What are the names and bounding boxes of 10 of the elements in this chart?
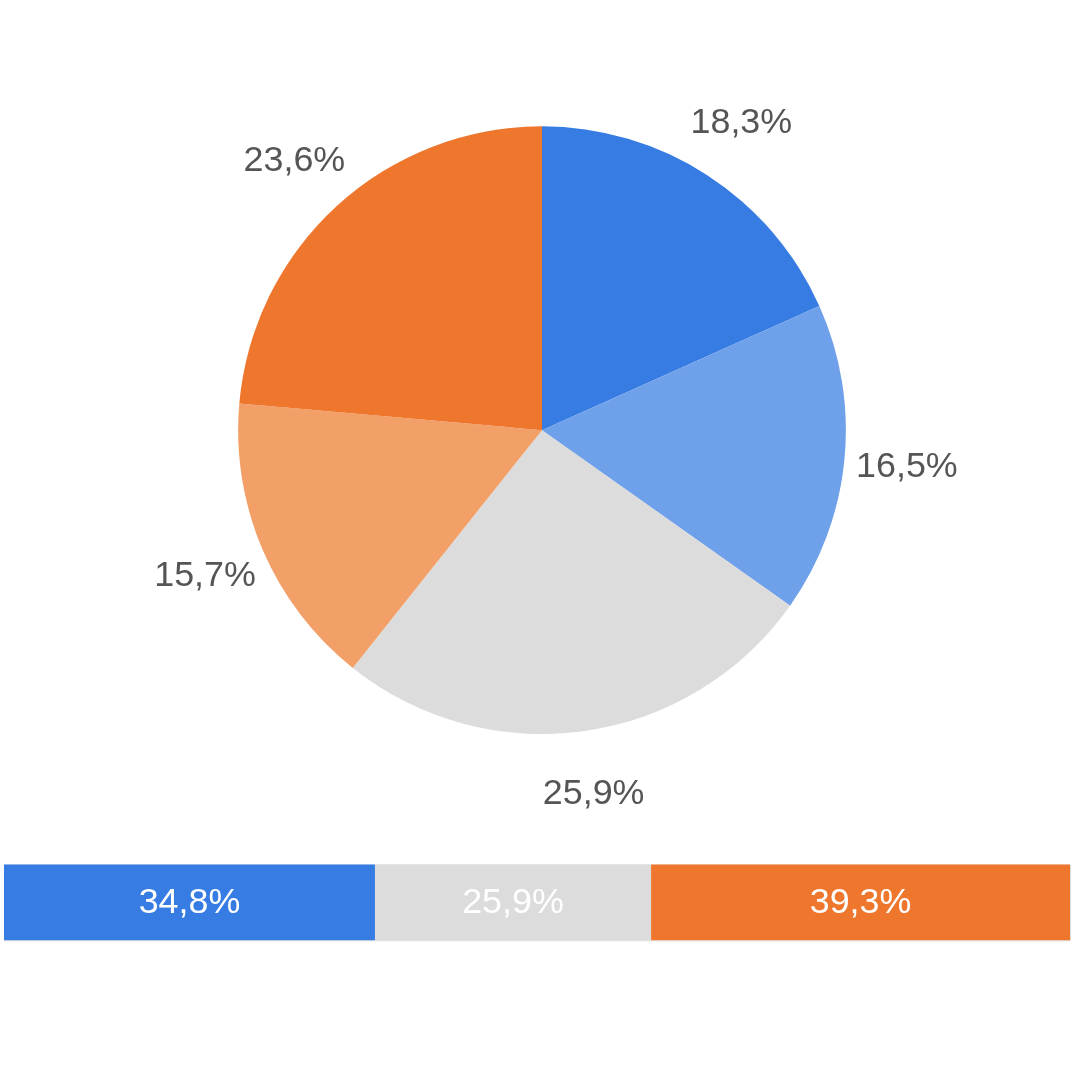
pie-slice (541, 305, 846, 606)
data-label: 23,6% (243, 138, 346, 179)
data-label: 16,5% (856, 444, 958, 485)
data-label: 34,8% (138, 881, 241, 922)
data-label: 18,3% (690, 101, 793, 142)
data-label: 25,9% (542, 772, 645, 813)
data-label: 39,3% (809, 881, 912, 922)
data-label: 15,7% (154, 553, 256, 594)
pie-slice (352, 430, 791, 734)
pie-slice (239, 126, 542, 431)
